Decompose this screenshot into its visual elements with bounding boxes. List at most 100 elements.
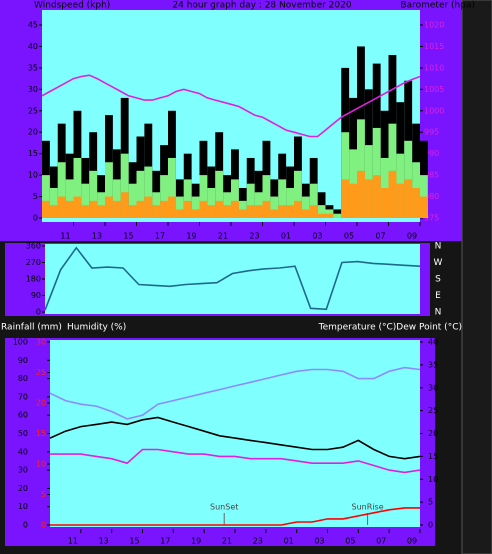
y-tick-label: 360 <box>26 242 41 251</box>
bar <box>73 196 82 218</box>
compass-label: N <box>435 308 442 318</box>
bar <box>199 200 208 218</box>
bar <box>223 205 231 218</box>
bar <box>294 170 302 218</box>
bar <box>105 196 113 218</box>
y-label: Humidity (%) <box>67 323 126 333</box>
chart-title: 24 hour graph day : 28 November 2020 <box>172 1 351 11</box>
y2-tick-label: 990 <box>424 149 439 158</box>
bar <box>183 179 192 218</box>
x-tick-label: 19 <box>186 232 196 241</box>
line <box>41 74 421 138</box>
compass-label: N <box>435 242 442 252</box>
bar <box>270 209 279 218</box>
bar <box>349 183 357 218</box>
bar <box>286 187 294 218</box>
bar <box>152 205 161 218</box>
x-tick-label: 11 <box>60 232 70 241</box>
bar <box>420 196 428 218</box>
bar <box>372 127 381 218</box>
y2-label: Barometer (hpa) <box>400 1 475 11</box>
y-tick-label: 90 <box>31 291 41 300</box>
y-tick-label: 15 <box>28 149 38 158</box>
line <box>50 507 420 526</box>
bar <box>301 209 310 218</box>
bar <box>112 200 121 218</box>
bar <box>301 196 310 218</box>
bar <box>160 175 168 218</box>
bar <box>262 200 271 218</box>
y3-tick-label: 0 <box>41 521 46 530</box>
y-tick-label: 10 <box>28 171 38 180</box>
bar <box>89 170 98 218</box>
bar <box>49 187 58 218</box>
bar <box>246 183 255 218</box>
y2-tick-label: 995 <box>424 128 439 137</box>
y2-tick-label: 975 <box>424 214 439 223</box>
bar <box>341 132 350 218</box>
bar <box>357 170 365 218</box>
bar <box>81 205 90 218</box>
x-tick-label: 07 <box>375 232 385 241</box>
x-tick-label: 23 <box>253 537 263 546</box>
bar <box>207 205 216 218</box>
y3-tick-label: 30 <box>36 338 46 347</box>
y2-tick-label: 0 <box>428 521 433 530</box>
bar <box>388 170 397 218</box>
bar <box>262 175 271 218</box>
x-tick-label: 03 <box>314 537 324 546</box>
y-tick-label: 10 <box>18 502 28 511</box>
annotation: SunSet <box>210 503 238 512</box>
x-tick-label: 13 <box>99 537 109 546</box>
bar <box>144 196 153 218</box>
y-tick-label: 270 <box>26 258 41 267</box>
bar <box>168 196 176 218</box>
bar <box>168 157 176 218</box>
x-tick-label: 11 <box>68 537 78 546</box>
bar <box>57 196 66 218</box>
bar <box>73 157 82 218</box>
x-tick-label: 15 <box>129 537 139 546</box>
y-tick-label: 5 <box>33 192 38 201</box>
bar <box>65 179 74 218</box>
y2-tick-label: 40 <box>428 338 438 347</box>
y3-tick-label: 10 <box>36 460 46 469</box>
x-tick-label: 05 <box>345 537 355 546</box>
x-tick-label: 15 <box>123 232 133 241</box>
y-tick-label: 90 <box>18 356 28 365</box>
bar <box>238 209 247 218</box>
bar <box>246 205 255 218</box>
bar <box>286 205 294 218</box>
bar <box>325 213 334 218</box>
bar <box>231 200 239 218</box>
y-tick-label: 100 <box>13 338 28 347</box>
y-tick-label: 25 <box>28 106 38 115</box>
y-tick-label: 0 <box>23 521 28 530</box>
y2-label: Temperature (°C)Dew Point (°C) <box>318 323 462 333</box>
bar <box>278 205 287 218</box>
y-tick-label: 35 <box>28 63 38 72</box>
bar <box>105 162 113 218</box>
y-tick-label: 30 <box>18 466 28 475</box>
bar <box>380 187 389 218</box>
y-tick-label: 40 <box>18 447 28 456</box>
y2-tick-label: 10 <box>428 475 438 484</box>
y3-tick-label: 25 <box>36 368 46 377</box>
compass-label: W <box>434 258 443 268</box>
y-label: Windspeed (kph) <box>34 1 110 11</box>
bar <box>333 213 342 218</box>
bar <box>270 196 279 218</box>
annotation: SunRise <box>352 503 384 512</box>
bar <box>254 205 263 218</box>
x-tick-label: 19 <box>191 537 201 546</box>
y-tick-label: 45 <box>28 21 38 30</box>
bar <box>120 153 129 218</box>
y-tick-label: 60 <box>18 411 28 420</box>
bar <box>372 175 381 218</box>
bar <box>294 200 302 218</box>
y2-tick-label: 1010 <box>424 63 444 72</box>
bar <box>231 179 239 218</box>
y2-tick-label: 15 <box>428 452 438 461</box>
